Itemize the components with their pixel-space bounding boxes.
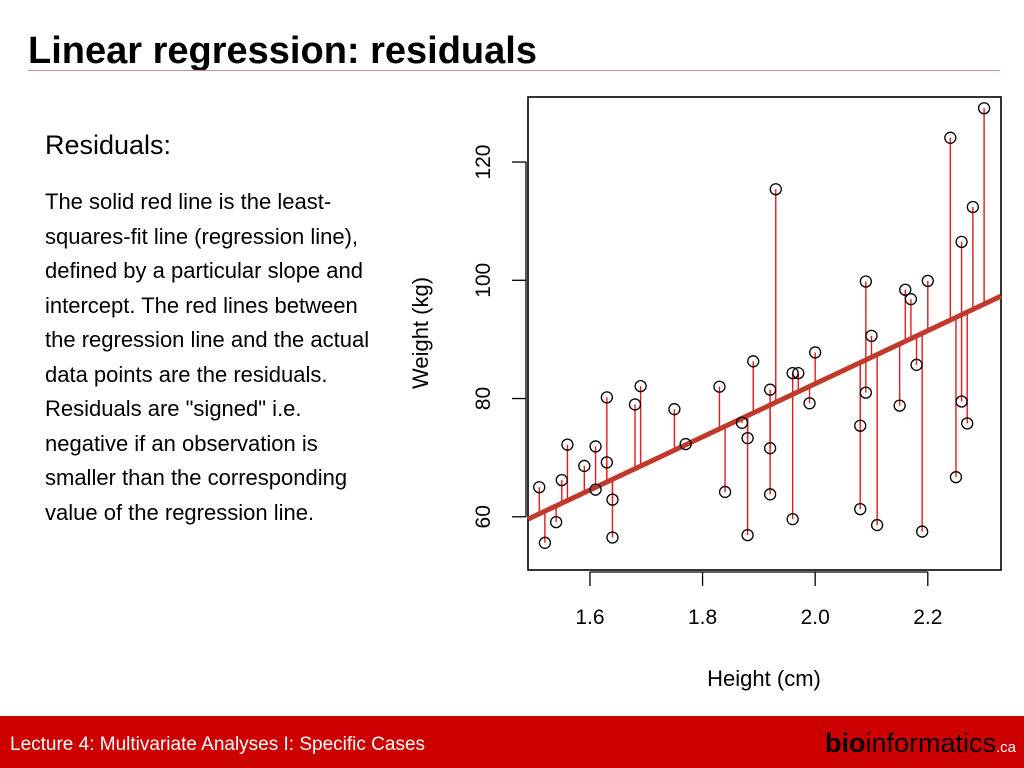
data-point bbox=[763, 442, 777, 455]
data-point bbox=[634, 379, 647, 393]
data-point bbox=[550, 515, 563, 529]
footer-bar: Lecture 4: Multivariate Analyses I: Spec… bbox=[0, 716, 1024, 768]
data-point bbox=[606, 493, 619, 506]
data-point bbox=[668, 403, 681, 416]
y-axis-label: Weight (kg) bbox=[408, 277, 433, 389]
brand-logo: bioinformatics.ca bbox=[825, 728, 1016, 759]
data-point bbox=[904, 293, 918, 306]
data-point bbox=[854, 502, 867, 516]
body-paragraph: The solid red line is the least-squares-… bbox=[45, 189, 370, 525]
data-point bbox=[578, 459, 591, 473]
data-point bbox=[589, 440, 602, 453]
x-tick-label: 2.0 bbox=[801, 606, 830, 629]
regression-line bbox=[526, 293, 1003, 522]
data-point bbox=[809, 346, 822, 359]
data-point bbox=[786, 513, 799, 526]
data-point bbox=[966, 200, 979, 214]
data-point bbox=[949, 471, 963, 484]
data-point bbox=[735, 416, 749, 429]
data-point bbox=[944, 131, 957, 144]
data-point bbox=[600, 456, 613, 469]
plot-frame bbox=[527, 96, 1002, 571]
x-tick-label: 1.6 bbox=[575, 606, 604, 629]
data-point bbox=[561, 438, 574, 451]
y-tick-label: 60 bbox=[472, 505, 495, 528]
title-divider bbox=[28, 70, 1000, 71]
data-point bbox=[865, 329, 878, 343]
y-tick-label: 120 bbox=[472, 145, 495, 180]
x-tick-label: 2.2 bbox=[913, 606, 942, 629]
x-tick-label: 1.8 bbox=[688, 606, 717, 629]
scatter-chart: 1.6 1.8 2.0 2.2 60 80 100 120 Height (cm) Weigh… bbox=[408, 96, 1003, 691]
data-point bbox=[955, 235, 968, 249]
data-point bbox=[718, 485, 732, 499]
data-point bbox=[803, 397, 816, 410]
data-point bbox=[769, 183, 782, 196]
slide-title: Linear regression: residuals bbox=[28, 30, 537, 72]
lecture-title: Lecture 4: Multivariate Analyses I: Spec… bbox=[10, 734, 426, 755]
data-point bbox=[741, 432, 754, 445]
residuals-heading: Residuals: bbox=[45, 130, 172, 160]
data-point bbox=[600, 391, 613, 404]
data-point bbox=[606, 531, 619, 544]
data-point bbox=[870, 518, 884, 532]
data-point bbox=[763, 488, 777, 501]
data-point bbox=[589, 483, 602, 496]
y-tick-label: 80 bbox=[472, 387, 495, 410]
data-point bbox=[741, 528, 754, 542]
data-point bbox=[921, 274, 934, 288]
brand-suffix: .ca bbox=[995, 739, 1016, 756]
data-point bbox=[859, 275, 873, 288]
data-point bbox=[899, 283, 912, 296]
data-point bbox=[628, 398, 642, 411]
data-point bbox=[763, 383, 777, 396]
data-point bbox=[533, 481, 546, 494]
data-point bbox=[713, 380, 726, 393]
data-point bbox=[786, 366, 799, 380]
data-point bbox=[854, 419, 867, 432]
data-point bbox=[792, 366, 805, 380]
brand-bold: bio bbox=[824, 728, 866, 758]
data-point bbox=[961, 417, 974, 430]
data-point bbox=[977, 102, 991, 115]
data-point bbox=[893, 399, 906, 412]
data-point bbox=[679, 437, 692, 451]
data-point bbox=[859, 386, 873, 399]
brand-rest: informatics bbox=[865, 728, 996, 758]
data-point bbox=[555, 473, 568, 487]
data-point bbox=[916, 525, 929, 538]
data-point bbox=[538, 536, 552, 549]
data-point bbox=[747, 355, 760, 368]
x-axis-label: Height (cm) bbox=[707, 666, 821, 691]
data-point bbox=[955, 395, 968, 408]
y-tick-label: 100 bbox=[472, 263, 495, 298]
data-point bbox=[910, 358, 923, 371]
